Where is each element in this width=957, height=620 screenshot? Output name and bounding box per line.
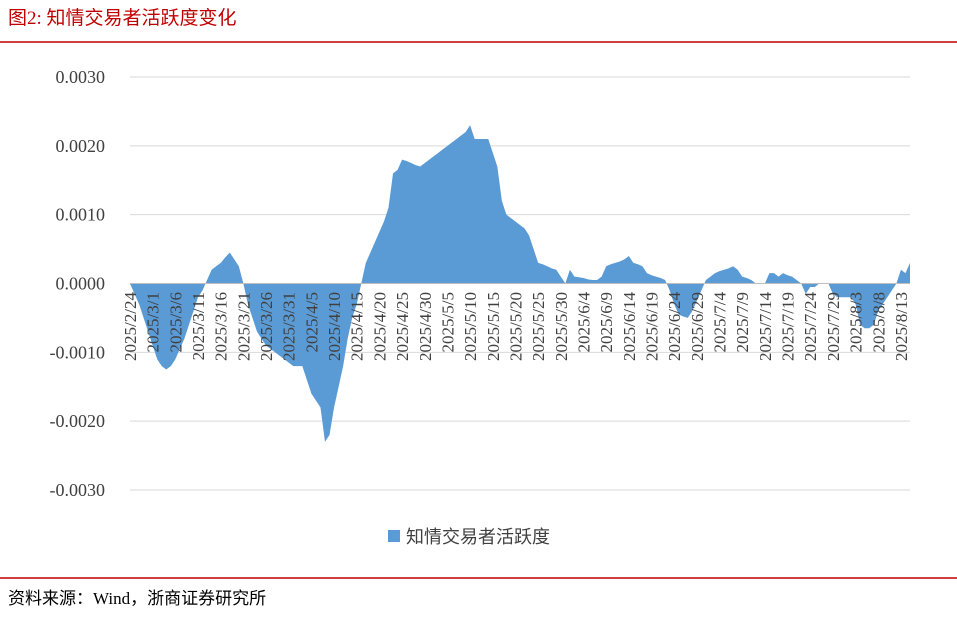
x-tick-label: 2025/8/8 <box>869 292 888 352</box>
y-tick-label: 0.0010 <box>56 205 106 225</box>
x-tick-label: 2025/5/10 <box>461 292 480 361</box>
x-tick-label: 2025/6/4 <box>574 292 593 353</box>
x-tick-label: 2025/2/24 <box>121 292 140 361</box>
x-tick-label: 2025/6/29 <box>688 292 707 361</box>
figure-title: 图2: 知情交易者活跃度变化 <box>8 7 237 29</box>
x-tick-label: 2025/7/29 <box>824 292 843 361</box>
x-tick-label: 2025/5/25 <box>529 292 548 361</box>
x-tick-label: 2025/7/4 <box>711 292 730 353</box>
x-tick-label: 2025/3/1 <box>144 292 163 352</box>
x-tick-label: 2025/3/21 <box>234 292 253 361</box>
x-tick-label: 2025/3/16 <box>212 292 231 361</box>
x-tick-label: 2025/4/10 <box>325 292 344 361</box>
x-tick-label: 2025/8/13 <box>892 292 911 361</box>
y-tick-label: 0.0030 <box>56 67 106 87</box>
x-tick-label: 2025/3/6 <box>166 292 185 352</box>
x-tick-label: 2025/4/5 <box>302 292 321 352</box>
x-tick-label: 2025/6/19 <box>643 292 662 361</box>
source-note: 资料来源：Wind，浙商证券研究所 <box>8 589 266 608</box>
x-tick-label: 2025/6/9 <box>597 292 616 352</box>
x-tick-label: 2025/3/31 <box>280 292 299 361</box>
y-tick-label: 0.0020 <box>56 136 106 156</box>
x-tick-label: 2025/7/19 <box>779 292 798 361</box>
y-tick-label: 0.0000 <box>56 274 106 294</box>
x-tick-label: 2025/3/11 <box>189 292 208 360</box>
x-tick-label: 2025/6/14 <box>620 292 639 361</box>
x-tick-label: 2025/6/24 <box>665 292 684 361</box>
x-tick-label: 2025/7/24 <box>801 292 820 361</box>
x-tick-label: 2025/5/20 <box>506 292 525 361</box>
x-tick-label: 2025/4/20 <box>370 292 389 361</box>
x-tick-label: 2025/7/14 <box>756 292 775 361</box>
x-tick-label: 2025/4/15 <box>348 292 367 361</box>
x-tick-label: 2025/5/30 <box>552 292 571 361</box>
x-tick-label: 2025/5/15 <box>484 292 503 361</box>
y-tick-label: -0.0030 <box>50 480 106 500</box>
x-tick-label: 2025/3/26 <box>257 292 276 361</box>
x-tick-label: 2025/5/5 <box>438 292 457 352</box>
x-tick-label: 2025/8/3 <box>847 292 866 352</box>
x-tick-label: 2025/7/9 <box>733 292 752 352</box>
x-tick-label: 2025/4/25 <box>393 292 412 361</box>
x-tick-label: 2025/4/30 <box>416 292 435 361</box>
y-tick-label: -0.0020 <box>50 411 106 431</box>
legend-swatch <box>388 530 400 542</box>
y-tick-label: -0.0010 <box>50 342 106 362</box>
legend-label: 知情交易者活跃度 <box>406 527 550 547</box>
